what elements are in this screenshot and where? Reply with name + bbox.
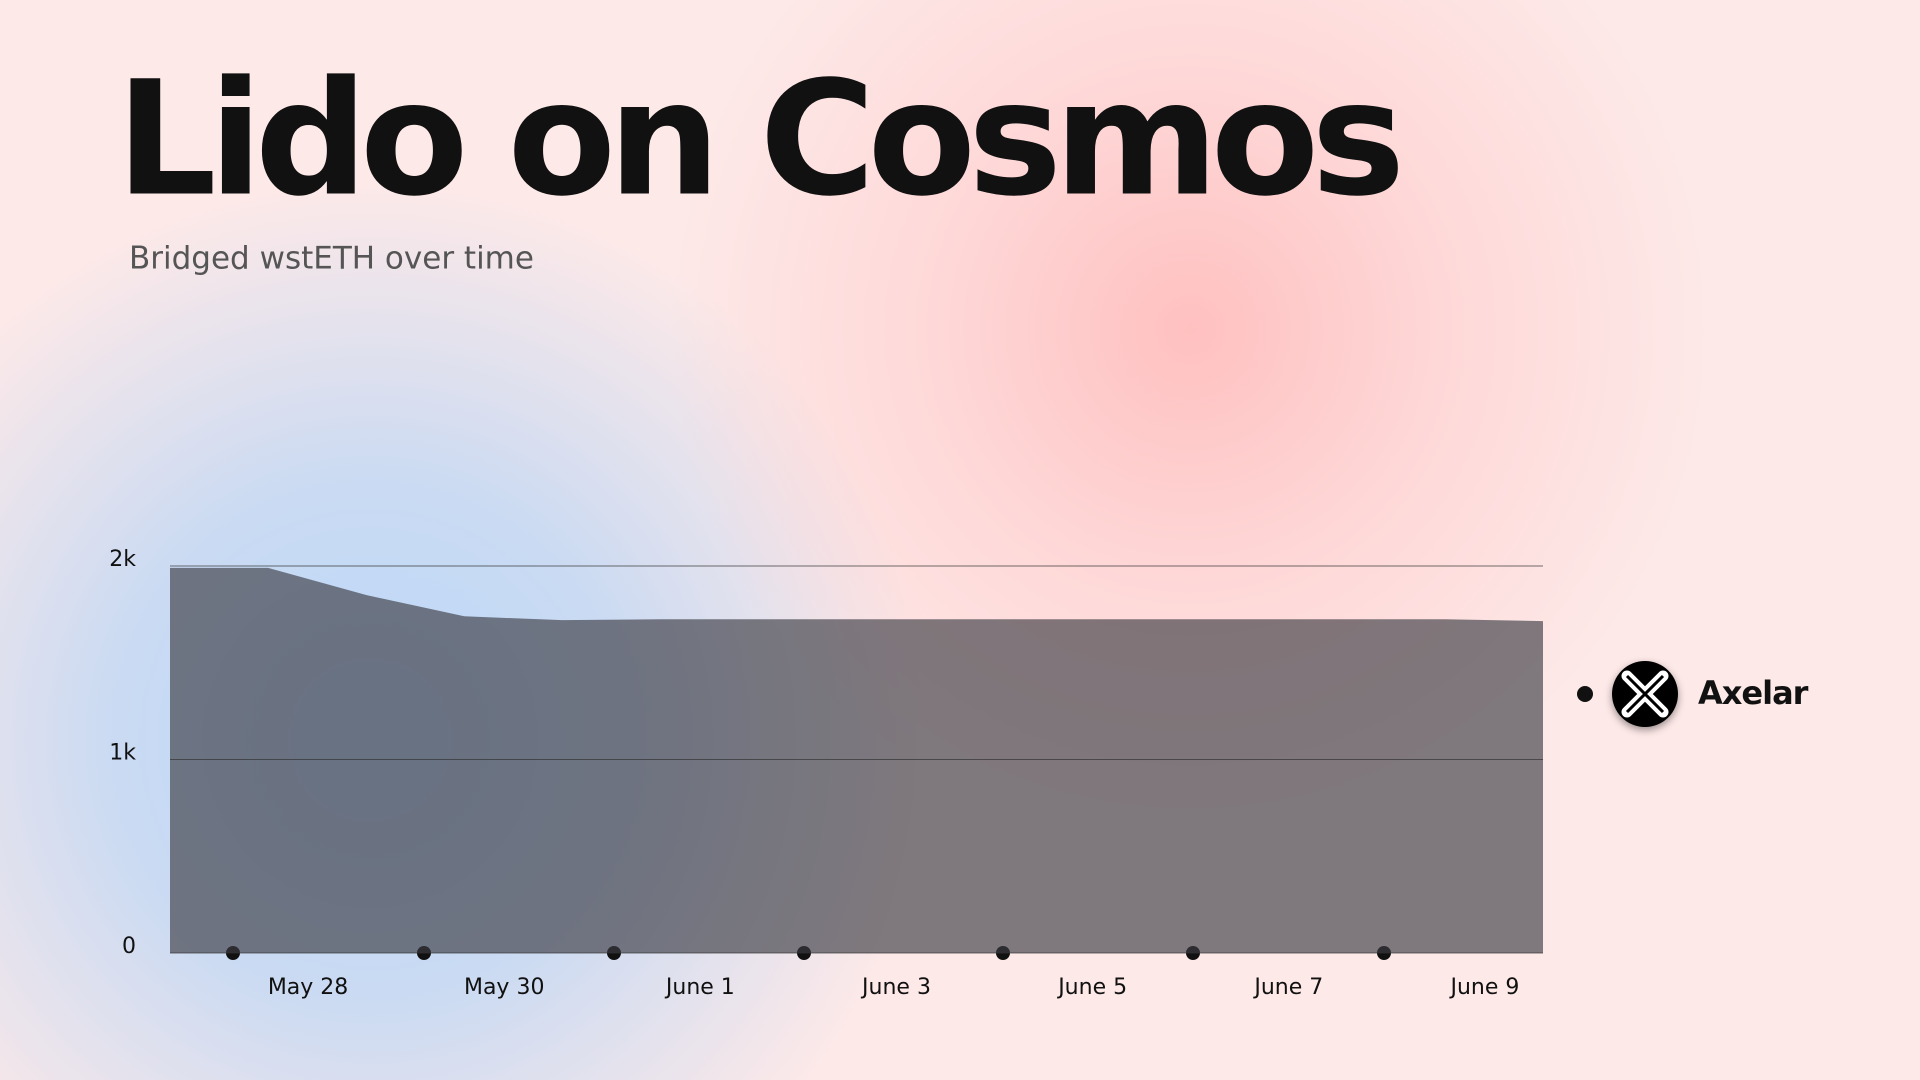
y-tick-label: 1k: [109, 741, 136, 766]
area: [170, 567, 1543, 953]
chart-subtitle: Bridged wstETH over time: [129, 241, 534, 277]
x-tick-label: May 28: [268, 975, 348, 1000]
icon-cross-inner: [1625, 674, 1665, 714]
x-tick-label: May 30: [464, 975, 544, 1000]
legend-icon: [1612, 661, 1678, 727]
legend-label: Axelar: [1698, 674, 1809, 712]
x-tick-label: June 1: [664, 975, 735, 1000]
y-tick-label: 0: [122, 934, 136, 959]
chart-title: Lido on Cosmos: [116, 47, 1398, 231]
x-tick-label: June 7: [1252, 975, 1323, 1000]
x-tick-label: June 5: [1056, 975, 1127, 1000]
legend-dot: [1577, 686, 1593, 702]
x-tick-label: June 9: [1448, 975, 1519, 1000]
x-tick-label: June 3: [860, 975, 931, 1000]
y-tick-label: 2k: [109, 547, 136, 572]
